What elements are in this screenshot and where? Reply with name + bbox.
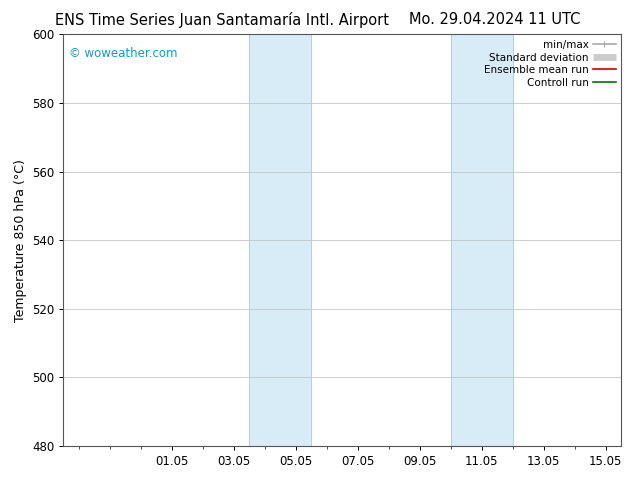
Legend: min/max, Standard deviation, Ensemble mean run, Controll run: min/max, Standard deviation, Ensemble me… <box>479 36 620 92</box>
Text: Mo. 29.04.2024 11 UTC: Mo. 29.04.2024 11 UTC <box>409 12 580 27</box>
Bar <box>451 34 513 446</box>
Text: ENS Time Series Juan Santamaría Intl. Airport: ENS Time Series Juan Santamaría Intl. Ai… <box>55 12 389 28</box>
Bar <box>249 34 311 446</box>
Text: © woweather.com: © woweather.com <box>69 47 178 60</box>
Y-axis label: Temperature 850 hPa (°C): Temperature 850 hPa (°C) <box>13 159 27 321</box>
